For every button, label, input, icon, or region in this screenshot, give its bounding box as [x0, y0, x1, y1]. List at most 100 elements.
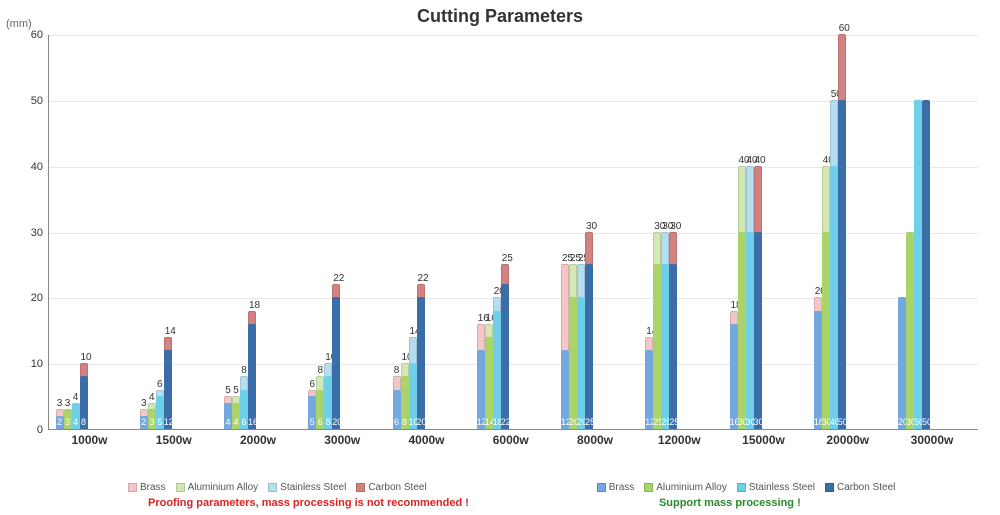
bar-mass: 16 [730, 324, 738, 429]
bar-group: 334102348 [56, 34, 124, 429]
bar-value-label: 3 [148, 417, 156, 427]
bar-group: 8101422681020 [393, 34, 461, 429]
bar-group: 2040506018304050 [814, 34, 882, 429]
y-tick-label: 30 [31, 227, 49, 239]
bar-mass: 4 [72, 403, 80, 429]
bar-value-label: 12 [477, 417, 485, 427]
bar-value-label: 4 [72, 417, 80, 427]
legend-label: Brass [609, 482, 635, 493]
legend-item: Brass [597, 482, 635, 493]
legend-label: Carbon Steel [837, 482, 895, 493]
bar-value-label: 16 [730, 417, 738, 427]
bar-mass: 30 [822, 232, 830, 430]
bar-mass: 50 [838, 100, 846, 429]
bar-value-label: 25 [661, 417, 669, 427]
bar-value-label: 2 [140, 417, 148, 427]
bar-value-label: 4 [224, 417, 232, 427]
bar-value-label: 22 [333, 273, 339, 284]
x-tick-label: 1000w [48, 429, 132, 447]
x-tick-label: 4000w [385, 429, 469, 447]
bar-value-label: 30 [654, 221, 660, 232]
bar-value-label: 16 [248, 417, 256, 427]
bar-value-label: 12 [164, 417, 172, 427]
bar-value-label: 8 [394, 365, 400, 376]
bar-mass: 5 [308, 396, 316, 429]
bar-value-label: 30 [906, 417, 914, 427]
bar-value-label: 50 [831, 89, 837, 100]
bar-value-label: 8 [241, 365, 247, 376]
bar-value-label: 12 [645, 417, 653, 427]
bar-value-label: 6 [316, 417, 324, 427]
bar-value-label: 5 [156, 417, 164, 427]
bar-mass: 25 [585, 264, 593, 429]
x-tick-label: 3000w [300, 429, 384, 447]
bar-mass: 20 [332, 297, 340, 429]
bar-mass: 25 [669, 264, 677, 429]
bar-value-label: 20 [332, 417, 340, 427]
bar-mass: 30 [754, 232, 762, 430]
bar-value-label: 5 [308, 417, 316, 427]
bar-mass: 2 [56, 416, 64, 429]
bar-value-label: 30 [822, 417, 830, 427]
bar-value-label: 16 [478, 313, 484, 324]
legend-item: Stainless Steel [737, 482, 815, 493]
bar-group: 20305050 [898, 34, 966, 429]
bar-mass: 50 [922, 100, 930, 429]
bar-mass: 8 [324, 376, 332, 429]
bar-value-label: 40 [739, 155, 745, 166]
bar-value-label: 22 [418, 273, 424, 284]
bar-value-label: 25 [562, 253, 568, 264]
bar-value-label: 6 [240, 417, 248, 427]
bar-mass: 14 [485, 337, 493, 429]
bar-value-label: 8 [80, 417, 88, 427]
bar-value-label: 4 [232, 417, 240, 427]
chart-title: Cutting Parameters [0, 0, 1000, 27]
bar-value-label: 5 [233, 385, 239, 396]
x-tick-label: 2000w [216, 429, 300, 447]
legend-swatch [356, 483, 365, 492]
bar-group: 2525253012202025 [561, 34, 629, 429]
bar-value-label: 8 [324, 417, 332, 427]
bar-mass: 6 [316, 390, 324, 430]
legend-swatch [597, 483, 606, 492]
bar-mass: 30 [746, 232, 754, 430]
y-tick-label: 50 [31, 95, 49, 107]
bar-value-label: 22 [501, 417, 509, 427]
bar-value-label: 14 [646, 326, 652, 337]
x-tick-label: 8000w [553, 429, 637, 447]
mass-support-text: Support mass processing ! [659, 497, 801, 509]
bar-value-label: 8 [317, 365, 323, 376]
bar-mass: 5 [156, 396, 164, 429]
bar-value-label: 20 [417, 417, 425, 427]
bar-value-label: 40 [823, 155, 829, 166]
legend-item: Carbon Steel [356, 482, 426, 493]
bar-value-label: 25 [502, 253, 508, 264]
bar-mass: 12 [645, 350, 653, 429]
bar-mass: 12 [477, 350, 485, 429]
bar-value-label: 18 [814, 417, 822, 427]
legend-swatch [644, 483, 653, 492]
bar-value-label: 50 [922, 417, 930, 427]
bar-value-label: 18 [249, 300, 255, 311]
y-tick-label: 20 [31, 292, 49, 304]
x-tick-label: 6000w [469, 429, 553, 447]
bar-value-label: 50 [914, 417, 922, 427]
bar-value-label: 6 [393, 417, 401, 427]
legend-swatch [268, 483, 277, 492]
y-tick-label: 40 [31, 161, 49, 173]
legend-label: Aluminium Alloy [656, 482, 727, 493]
bar-value-label: 30 [754, 417, 762, 427]
bar-value-label: 3 [64, 417, 72, 427]
x-tick-label: 1500w [132, 429, 216, 447]
bar-value-label: 3 [57, 398, 63, 409]
bar-mass: 4 [232, 403, 240, 429]
bar-value-label: 14 [485, 417, 493, 427]
bar-group: 5581844616 [224, 34, 292, 429]
bar-value-label: 40 [755, 155, 761, 166]
bar-mass: 20 [417, 297, 425, 429]
legend-label: Carbon Steel [368, 482, 426, 493]
bar-group: 1840404016303030 [730, 34, 798, 429]
legend-item: Aluminium Alloy [176, 482, 259, 493]
bar-mass: 12 [164, 350, 172, 429]
x-tick-label: 20000w [806, 429, 890, 447]
